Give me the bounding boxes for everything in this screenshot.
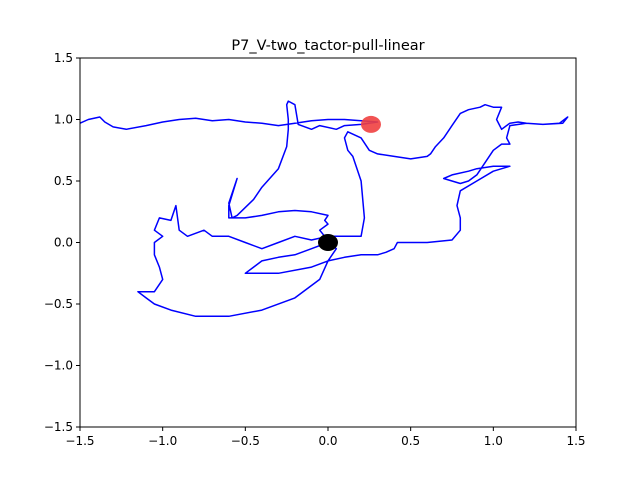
x-tick-label: 1.0 [484, 434, 503, 448]
y-tick-label: 1.5 [54, 51, 73, 65]
y-tick-label: 1.0 [54, 113, 73, 127]
y-tick-label: −0.5 [44, 297, 73, 311]
x-tick-label: 1.5 [566, 434, 585, 448]
x-axis: −1.5 −1.0 −0.5 0.0 0.5 1.0 1.5 [65, 427, 586, 448]
start-marker [318, 234, 338, 251]
x-tick-label: −1.5 [65, 434, 94, 448]
y-tick-label: 0.0 [54, 236, 73, 250]
x-tick-label: 0.5 [401, 434, 420, 448]
y-axis: −1.5 −1.0 −0.5 0.0 0.5 1.0 1.5 [44, 51, 80, 434]
x-tick-label: −0.5 [231, 434, 260, 448]
y-tick-label: 0.5 [54, 174, 73, 188]
x-tick-label: −1.0 [148, 434, 177, 448]
y-tick-label: −1.5 [44, 420, 73, 434]
y-tick-label: −1.0 [44, 359, 73, 373]
trajectory-line [79, 100, 569, 318]
x-tick-label: 0.0 [318, 434, 337, 448]
chart-title: P7_V-two_tactor-pull-linear [231, 38, 424, 54]
target-marker [360, 115, 381, 133]
plot-area [79, 100, 569, 318]
